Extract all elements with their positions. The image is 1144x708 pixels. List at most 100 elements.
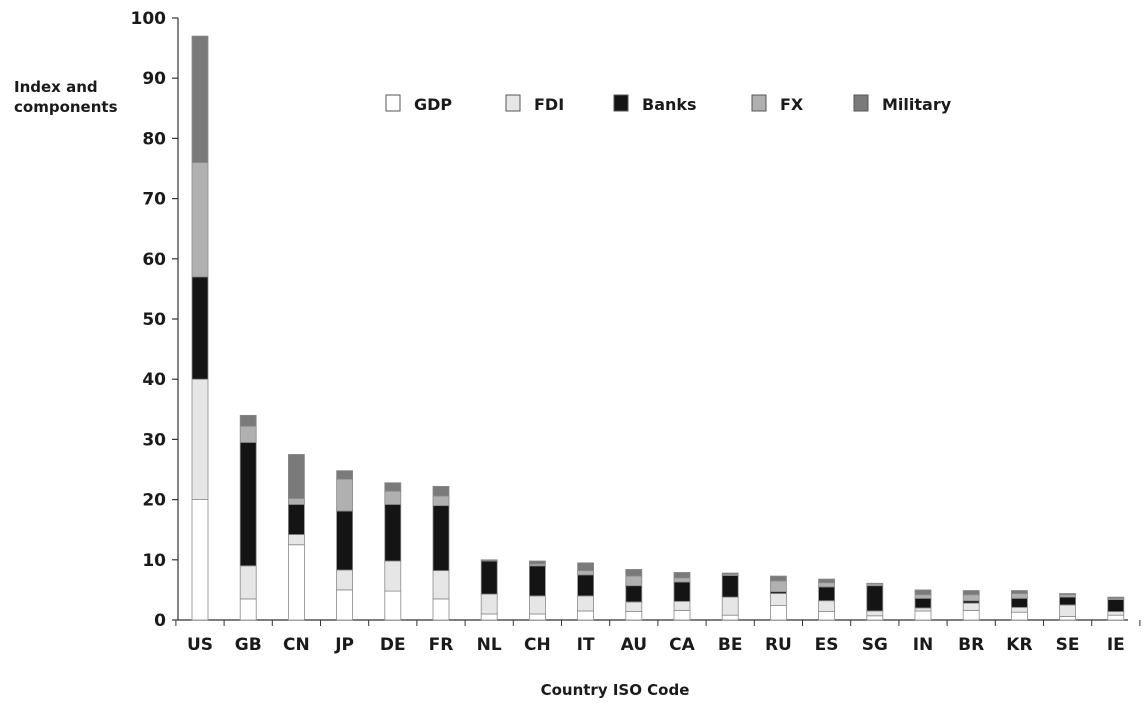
x-tick-label-br: BR — [958, 635, 984, 655]
x-tick-label-ru: RU — [765, 635, 792, 655]
bar-segment-jp-military — [336, 470, 354, 480]
bar-segment-de-fdi — [384, 560, 402, 592]
bar-segment-fr-gdp — [432, 598, 450, 621]
bar-segment-sg-banks — [866, 585, 884, 612]
bar-segment-kr-fdi — [1011, 606, 1028, 613]
bar-segment-in-fx — [914, 594, 932, 599]
bar-segment-br-military — [962, 590, 980, 596]
bar-segment-sg-fdi — [866, 610, 884, 617]
y-axis-title-line-1: Index and — [14, 78, 98, 96]
bar-segment-sg-gdp — [866, 615, 884, 621]
bar-segment-it-fx — [577, 570, 594, 576]
bar-segment-es-banks — [818, 586, 835, 602]
bar-segment-us-fx — [191, 162, 209, 278]
x-tick-label-cn: CN — [283, 635, 310, 655]
legend-label-banks: Banks — [642, 95, 697, 114]
y-tick-label: 70 — [142, 190, 166, 210]
legend-label-gdp: GDP — [414, 95, 452, 114]
bar-segment-ca-fx — [673, 577, 691, 583]
bar-segment-it-gdp — [577, 610, 594, 621]
bar-segment-es-fdi — [818, 600, 835, 612]
legend-swatch-banks — [613, 94, 629, 112]
y-tick-label: 0 — [154, 611, 166, 631]
y-tick-label: 50 — [142, 310, 166, 330]
y-tick-label: 90 — [142, 69, 166, 89]
bar-segment-jp-gdp — [336, 589, 354, 621]
axes: 0 10 20 30 40 50 60 70 80 90 100 US GB CN JP DE FR NL CH IT… — [131, 9, 1141, 655]
bar-segment-in-fdi — [914, 607, 932, 612]
bar-segment-se-gdp — [1059, 615, 1076, 621]
y-tick-label: 10 — [142, 551, 166, 571]
x-tick-label-jp: JP — [334, 635, 354, 655]
bar-segment-nl-fdi — [480, 593, 498, 615]
y-tick-label: 80 — [142, 129, 166, 149]
bar-segment-gb-fdi — [239, 565, 257, 600]
bar-segment-ca-gdp — [673, 609, 691, 621]
bar-segment-nl-banks — [480, 560, 498, 595]
bar-segment-br-fdi — [962, 602, 980, 611]
bar-segment-fr-military — [432, 485, 450, 497]
bar-segment-ru-gdp — [770, 605, 787, 621]
x-tick-label-it: IT — [577, 635, 595, 655]
bar-segment-fr-banks — [432, 505, 450, 572]
y-tick-label: 100 — [131, 9, 167, 29]
x-tick-label-es: ES — [815, 635, 839, 655]
bar-segment-cn-fdi — [287, 534, 305, 546]
bar-segment-au-military — [625, 569, 643, 577]
legend-swatch-military — [853, 94, 869, 112]
x-tick-label-kr: KR — [1006, 635, 1032, 655]
y-tick-label: 20 — [142, 491, 166, 511]
x-tick-label-ca: CA — [669, 635, 695, 655]
bar-segment-ch-gdp — [529, 613, 546, 621]
bar-segment-ru-fx — [770, 580, 787, 593]
x-tick-label-fr: FR — [429, 635, 454, 655]
bar-segment-cn-banks — [287, 504, 305, 535]
bar-segment-it-military — [577, 562, 594, 572]
bar-segment-au-gdp — [625, 611, 643, 621]
bar-segment-se-military — [1059, 593, 1076, 596]
bar-segment-nl-military — [480, 559, 498, 562]
legend-label-military: Military — [882, 95, 952, 114]
legend-swatch-gdp — [385, 94, 401, 112]
bar-segment-de-gdp — [384, 590, 402, 621]
bar-segment-au-fx — [625, 575, 643, 587]
bar-segment-nl-gdp — [480, 613, 498, 621]
bar-segment-in-gdp — [914, 610, 932, 621]
bar-segment-cn-fx — [287, 497, 305, 505]
bar-segment-br-gdp — [962, 609, 980, 621]
bar-segment-au-banks — [625, 585, 643, 603]
bar-segment-jp-fdi — [336, 569, 354, 591]
legend-swatch-fx — [751, 94, 767, 112]
bar-segment-ca-banks — [673, 581, 691, 602]
bar-segment-fr-fdi — [432, 570, 450, 600]
x-tick-label-ch: CH — [524, 635, 551, 655]
x-tick-label-ie: IE — [1107, 635, 1125, 655]
bar-segment-br-fx — [962, 594, 980, 602]
bar-segment-gb-fx — [239, 425, 257, 443]
bar-segment-gb-gdp — [239, 598, 257, 621]
bar-segment-cn-military — [287, 454, 305, 499]
bar-segment-es-military — [818, 578, 835, 584]
bar-segment-ch-military — [529, 560, 546, 565]
bar-segment-ie-gdp — [1107, 614, 1125, 621]
bars — [191, 35, 1125, 621]
y-tick-label: 40 — [142, 370, 166, 390]
bar-segment-ca-fdi — [673, 600, 691, 611]
x-tick-label-de: DE — [380, 635, 406, 655]
bar-segment-de-fx — [384, 490, 402, 505]
bar-segment-it-fdi — [577, 595, 594, 612]
x-tick-label-be: BE — [718, 635, 743, 655]
bar-segment-it-banks — [577, 574, 594, 597]
legend-swatch-fdi — [505, 94, 521, 112]
bar-segment-us-gdp — [191, 499, 209, 621]
x-tick-label-in: IN — [913, 635, 934, 655]
bar-segment-in-military — [914, 589, 932, 596]
bar-segment-ie-military — [1107, 596, 1125, 599]
x-tick-label-au: AU — [621, 635, 647, 655]
bar-segment-se-banks — [1059, 596, 1076, 606]
bar-segment-ru-military — [770, 575, 787, 582]
bar-segment-fr-fx — [432, 495, 450, 507]
y-tick-label: 60 — [142, 250, 166, 270]
x-tick-label-gb: GB — [235, 635, 262, 655]
